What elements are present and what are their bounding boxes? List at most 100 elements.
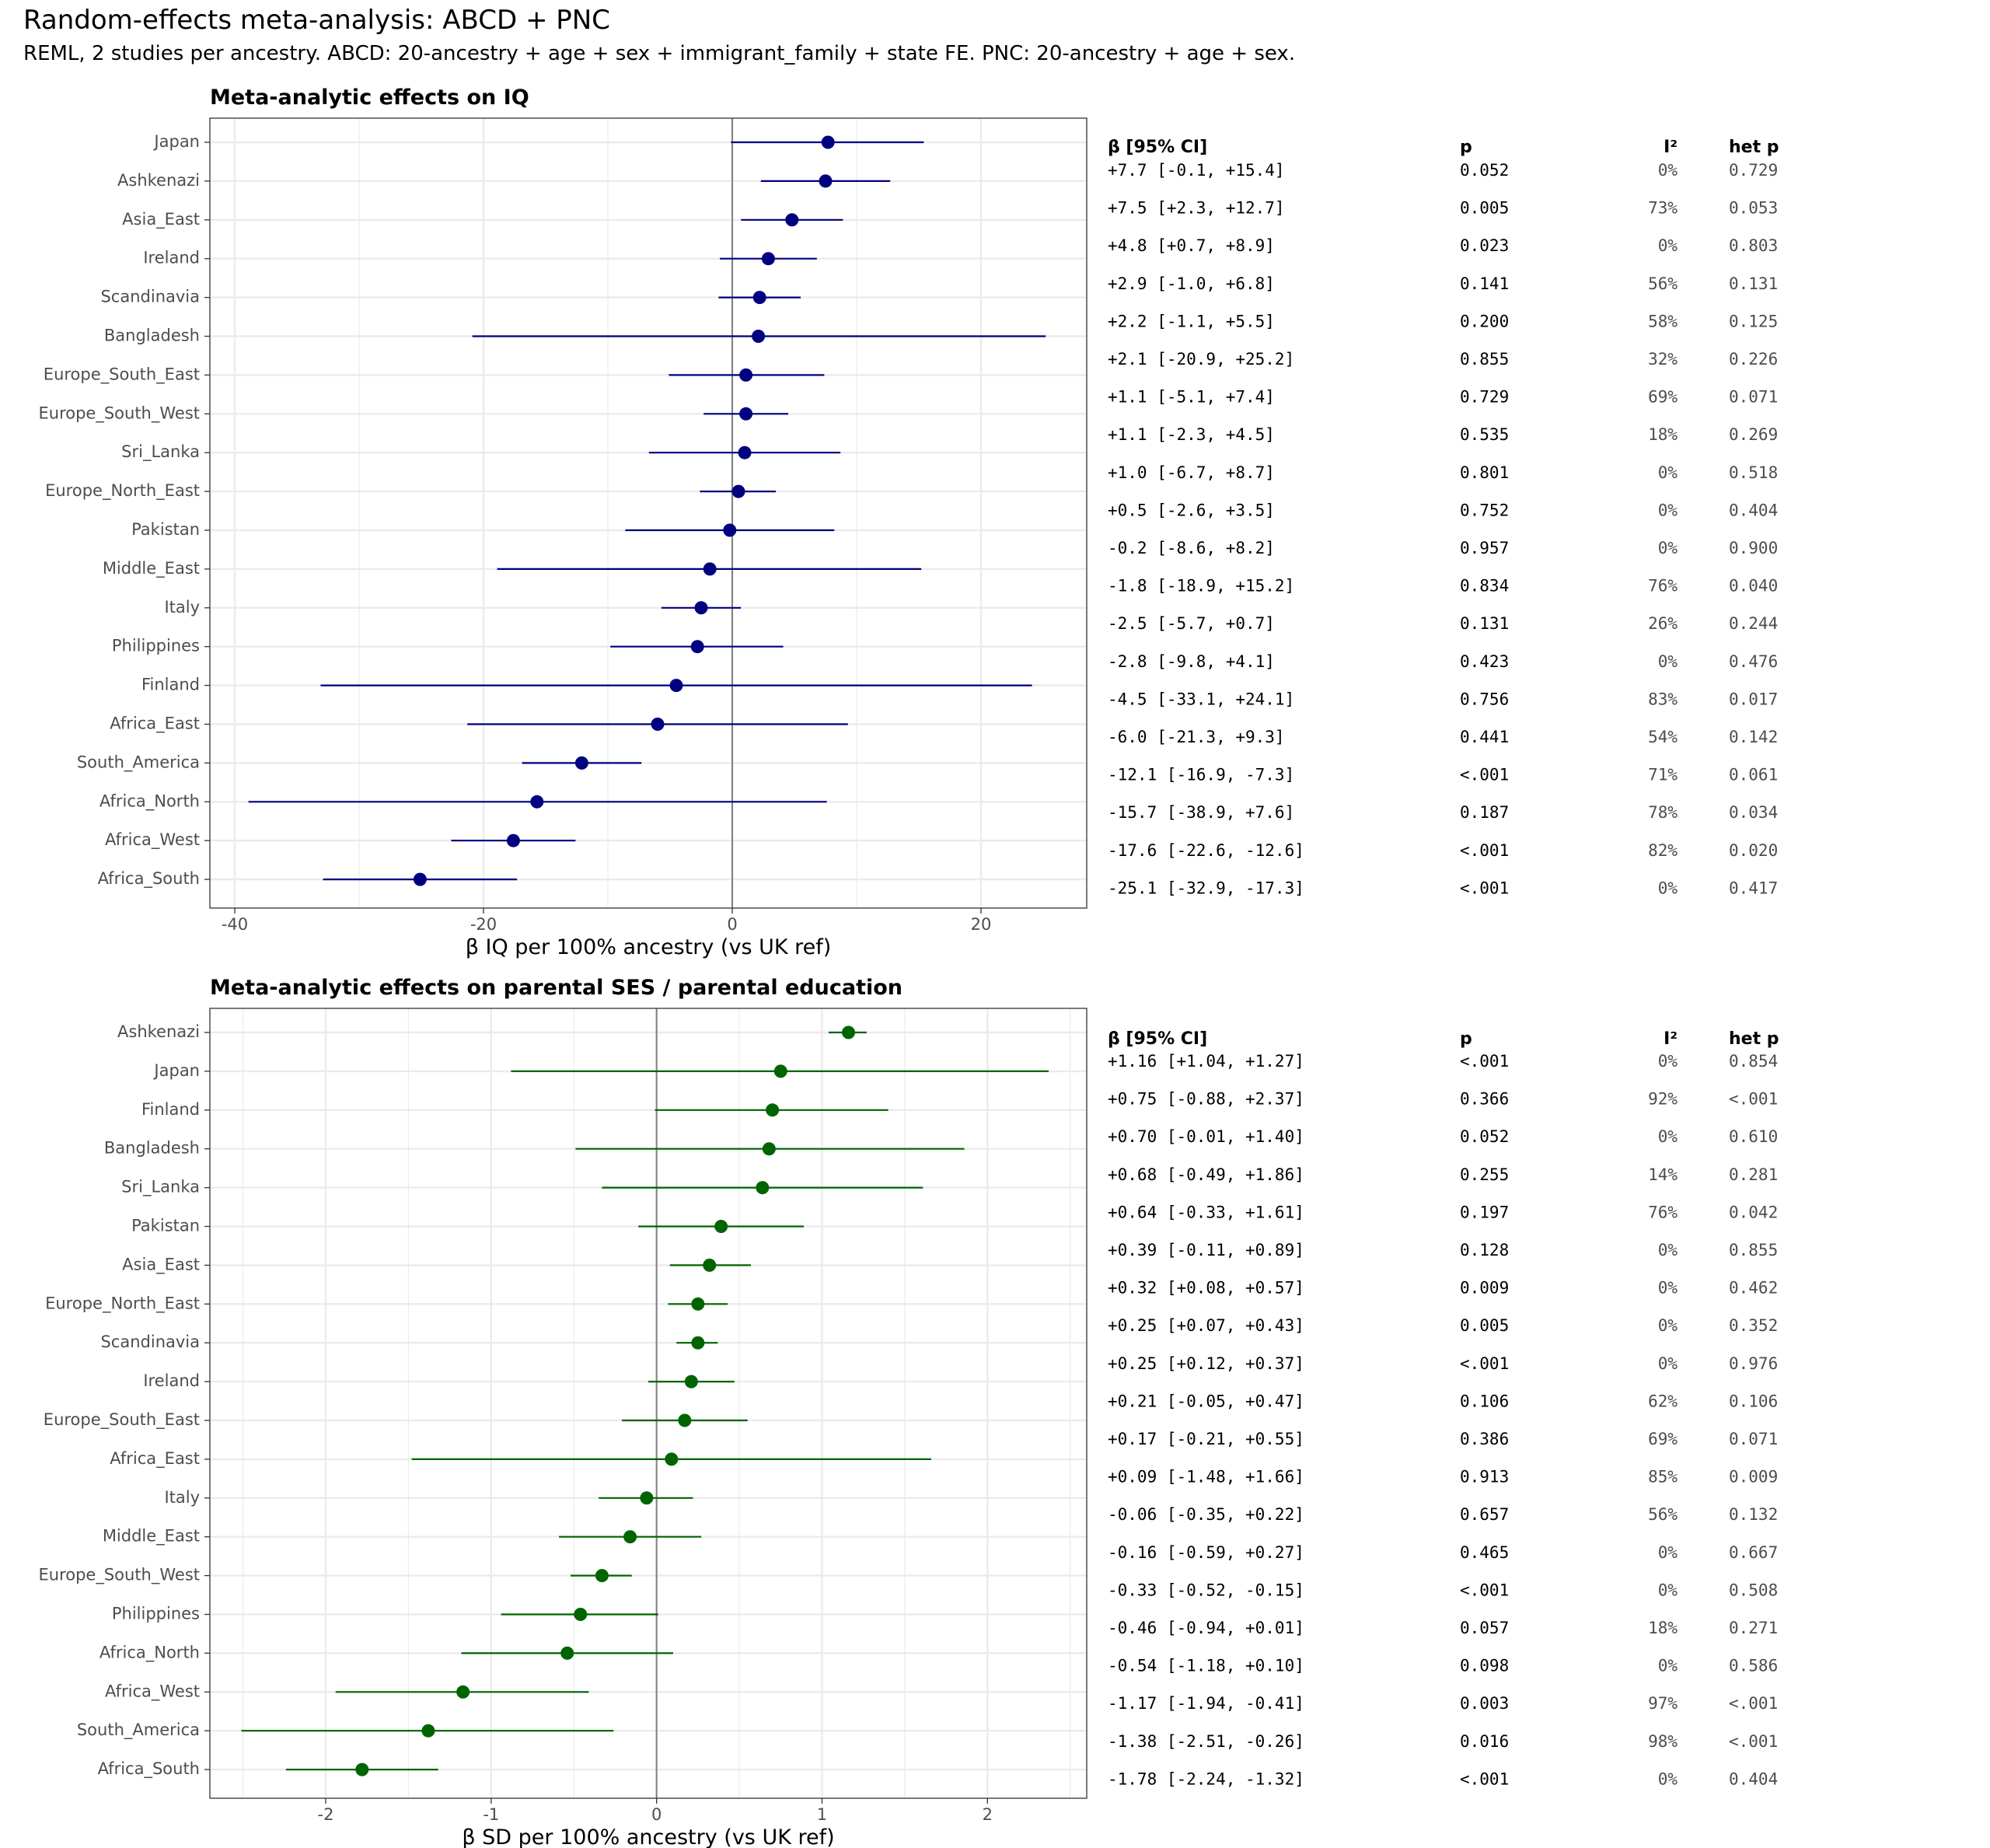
table-cell-het-p: 0.009 bbox=[1729, 1468, 1778, 1486]
table-cell-beta-ci: +1.16 [+1.04, +1.27] bbox=[1108, 1052, 1304, 1071]
table-cell-i2: 0% bbox=[1658, 463, 1678, 482]
table-cell-beta-ci: -0.54 [-1.18, +0.10] bbox=[1108, 1657, 1304, 1675]
x-axis-tick-label: -1 bbox=[483, 1805, 499, 1824]
table-cell-p: <.001 bbox=[1460, 1052, 1509, 1071]
y-axis-label: Africa_West bbox=[105, 1682, 200, 1701]
table-cell-beta-ci: +1.1 [-5.1, +7.4] bbox=[1108, 388, 1275, 407]
table-cell-i2: 82% bbox=[1648, 841, 1678, 860]
table-cell-beta-ci: +0.39 [-0.11, +0.89] bbox=[1108, 1241, 1304, 1259]
table-cell-i2: 78% bbox=[1648, 803, 1678, 822]
table-cell-p: 0.200 bbox=[1460, 312, 1509, 330]
table-cell-i2: 56% bbox=[1648, 274, 1678, 293]
table-cell-beta-ci: -2.5 [-5.7, +0.7] bbox=[1108, 614, 1275, 633]
point-estimate-europe-south-east bbox=[739, 368, 753, 382]
y-axis-label: Europe_South_West bbox=[38, 403, 200, 423]
table-cell-het-p: 0.226 bbox=[1729, 350, 1778, 369]
table-cell-het-p: 0.462 bbox=[1729, 1279, 1778, 1298]
y-axis-label: Bangladesh bbox=[104, 327, 200, 345]
table-cell-p: 0.197 bbox=[1460, 1203, 1509, 1221]
x-axis-tick-label: 1 bbox=[817, 1805, 827, 1824]
table-cell-het-p: 0.071 bbox=[1729, 1430, 1778, 1448]
x-axis-tick-label: 0 bbox=[651, 1805, 662, 1824]
table-cell-i2: 0% bbox=[1658, 1127, 1678, 1146]
table-cell-beta-ci: -4.5 [-33.1, +24.1] bbox=[1108, 690, 1294, 708]
table-cell-p: 0.187 bbox=[1460, 803, 1509, 822]
point-estimate-japan bbox=[773, 1064, 787, 1078]
y-axis-label: Pakistan bbox=[131, 1217, 200, 1235]
table-cell-i2: 0% bbox=[1658, 1769, 1678, 1788]
y-axis-label: Asia_East bbox=[122, 1255, 200, 1274]
table-cell-p: 0.141 bbox=[1460, 274, 1509, 293]
table-cell-het-p: 0.855 bbox=[1729, 1241, 1778, 1259]
x-axis-tick-label: 0 bbox=[727, 915, 737, 934]
table-cell-i2: 69% bbox=[1648, 388, 1678, 407]
table-cell-het-p: 0.610 bbox=[1729, 1127, 1778, 1146]
point-estimate-pakistan bbox=[714, 1220, 728, 1233]
point-estimate-africa-north bbox=[560, 1646, 574, 1660]
table-cell-i2: 0% bbox=[1658, 236, 1678, 255]
table-cell-het-p: 0.508 bbox=[1729, 1581, 1778, 1599]
y-axis-label: Europe_South_East bbox=[44, 1410, 200, 1430]
point-estimate-africa-south bbox=[355, 1762, 369, 1776]
y-axis-label: Finland bbox=[141, 1100, 200, 1119]
x-axis-label: β SD per 100% ancestry (vs UK ref) bbox=[462, 1825, 834, 1848]
table-cell-beta-ci: -0.46 [-0.94, +0.01] bbox=[1108, 1619, 1304, 1637]
table-cell-i2: 0% bbox=[1658, 1581, 1678, 1599]
table-cell-i2: 32% bbox=[1648, 350, 1678, 369]
y-axis-label: Bangladesh bbox=[104, 1139, 200, 1158]
point-estimate-bangladesh bbox=[752, 330, 766, 343]
y-axis-label: Africa_West bbox=[105, 830, 200, 850]
point-estimate-ireland bbox=[684, 1375, 698, 1389]
point-estimate-philippines bbox=[574, 1608, 588, 1621]
point-estimate-africa-north bbox=[530, 795, 544, 809]
x-axis-tick-label: 20 bbox=[971, 915, 992, 934]
panel-title: Meta-analytic effects on parental SES / … bbox=[210, 976, 902, 1000]
point-estimate-europe-south-east bbox=[678, 1413, 692, 1427]
table-cell-i2: 0% bbox=[1658, 1657, 1678, 1675]
point-estimate-italy bbox=[640, 1491, 654, 1505]
table-cell-i2: 56% bbox=[1648, 1505, 1678, 1524]
table-cell-het-p: 0.269 bbox=[1729, 425, 1778, 444]
y-axis-label: South_America bbox=[77, 1720, 200, 1740]
table-cell-i2: 73% bbox=[1648, 199, 1678, 218]
table-cell-p: 0.052 bbox=[1460, 161, 1509, 180]
table-header-p: p bbox=[1460, 1029, 1472, 1049]
table-cell-p: 0.441 bbox=[1460, 728, 1509, 746]
y-axis-label: Middle_East bbox=[103, 1527, 200, 1546]
table-cell-p: 0.957 bbox=[1460, 539, 1509, 557]
table-cell-p: 0.729 bbox=[1460, 388, 1509, 407]
y-axis-label: Africa_South bbox=[98, 1759, 200, 1779]
x-axis-tick-label: -40 bbox=[222, 915, 248, 934]
table-cell-p: 0.423 bbox=[1460, 652, 1509, 671]
table-cell-p: 0.535 bbox=[1460, 425, 1509, 444]
table-cell-het-p: 0.106 bbox=[1729, 1392, 1778, 1410]
point-estimate-middle-east bbox=[623, 1530, 637, 1544]
point-estimate-philippines bbox=[690, 640, 704, 654]
y-axis-label: Ashkenazi bbox=[117, 1022, 200, 1041]
table-cell-p: 0.023 bbox=[1460, 236, 1509, 255]
point-estimate-scandinavia bbox=[691, 1336, 705, 1350]
table-cell-p: <.001 bbox=[1460, 1354, 1509, 1373]
table-cell-beta-ci: +4.8 [+0.7, +8.9] bbox=[1108, 236, 1275, 255]
table-cell-beta-ci: +2.1 [-20.9, +25.2] bbox=[1108, 350, 1294, 369]
table-cell-i2: 26% bbox=[1648, 614, 1678, 633]
table-cell-p: 0.255 bbox=[1460, 1165, 1509, 1184]
y-axis-label: Scandinavia bbox=[100, 1333, 200, 1351]
table-cell-het-p: 0.071 bbox=[1729, 388, 1778, 407]
y-axis-label: Europe_South_West bbox=[38, 1566, 200, 1585]
table-cell-i2: 0% bbox=[1658, 1279, 1678, 1298]
point-estimate-finland bbox=[669, 679, 683, 693]
table-cell-i2: 69% bbox=[1648, 1430, 1678, 1448]
table-cell-het-p: 0.518 bbox=[1729, 463, 1778, 482]
table-cell-i2: 54% bbox=[1648, 728, 1678, 746]
table-cell-het-p: 0.476 bbox=[1729, 652, 1778, 671]
table-cell-i2: 0% bbox=[1658, 1543, 1678, 1562]
table-cell-beta-ci: +0.75 [-0.88, +2.37] bbox=[1108, 1090, 1304, 1109]
point-estimate-africa-east bbox=[651, 718, 665, 731]
point-estimate-africa-south bbox=[413, 872, 427, 886]
table-cell-het-p: 0.586 bbox=[1729, 1657, 1778, 1675]
table-cell-beta-ci: -12.1 [-16.9, -7.3] bbox=[1108, 766, 1294, 784]
point-estimate-finland bbox=[766, 1103, 780, 1117]
table-cell-beta-ci: -0.06 [-0.35, +0.22] bbox=[1108, 1505, 1304, 1524]
